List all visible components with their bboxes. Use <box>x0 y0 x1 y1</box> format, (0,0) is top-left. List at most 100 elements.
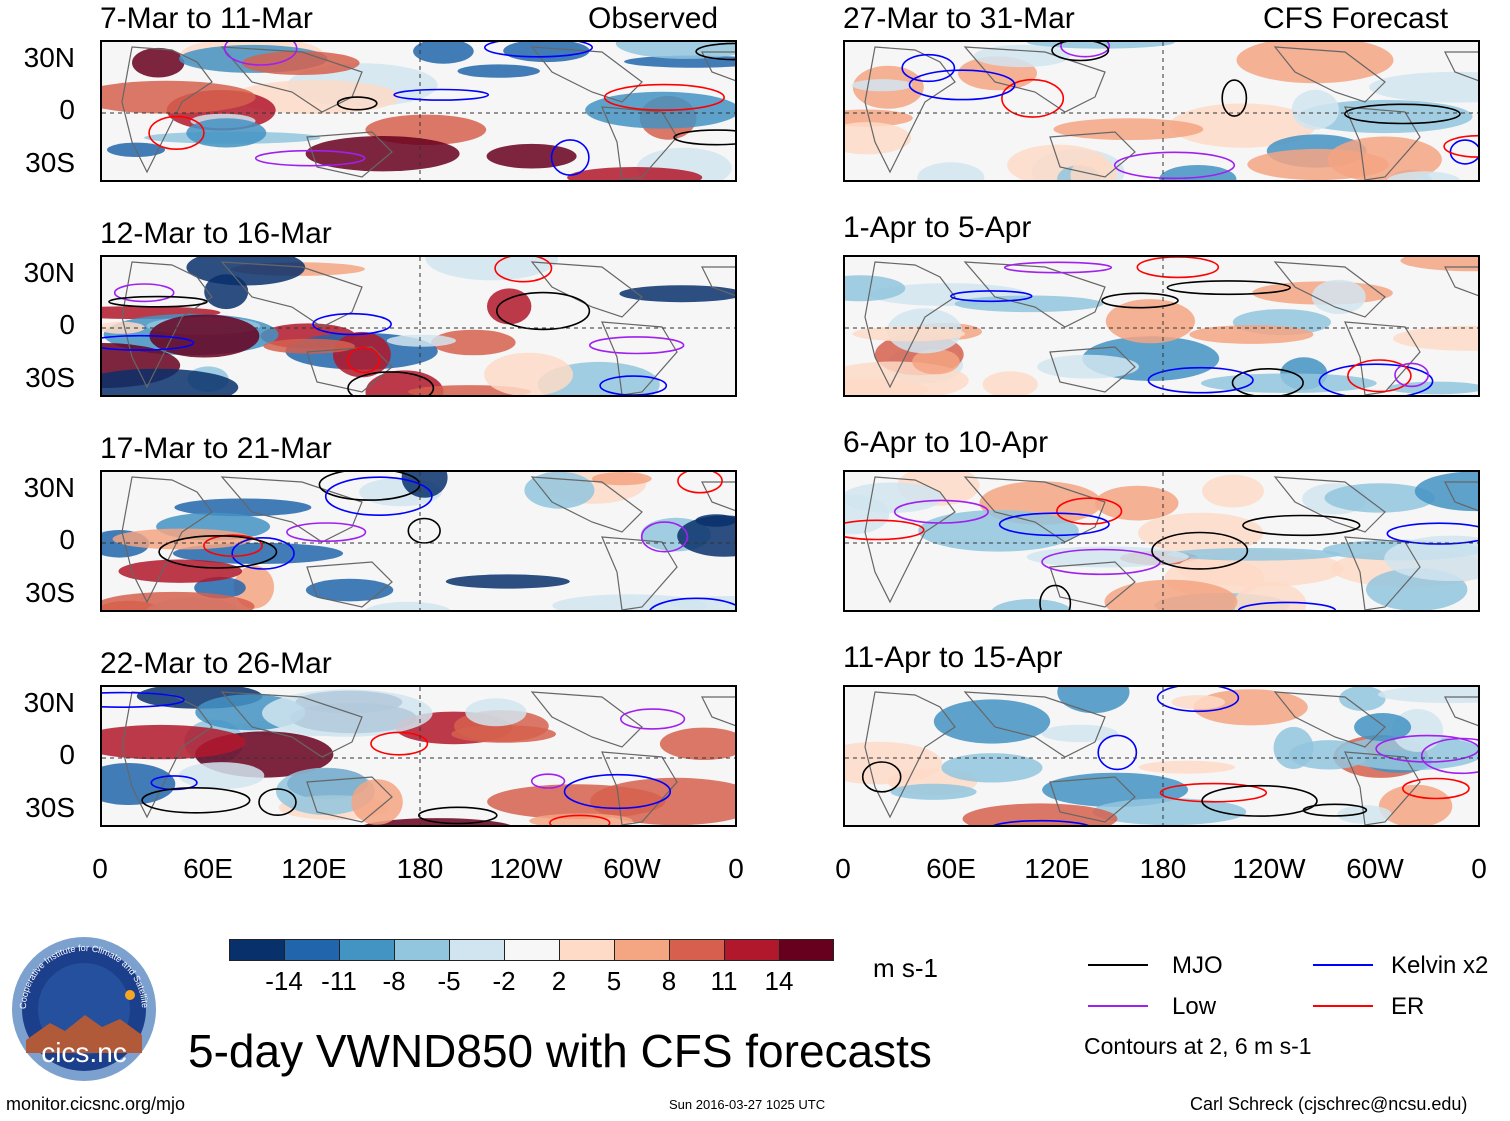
contour-line <box>1056 497 1123 525</box>
coastline <box>1444 481 1478 512</box>
lon-label: 60E <box>926 853 976 884</box>
colorbar-tick-label: -5 <box>437 966 461 996</box>
map-field <box>845 42 1478 180</box>
coastline <box>220 476 363 543</box>
anomaly-shading <box>149 314 260 358</box>
lon-label: 0 <box>1471 853 1487 884</box>
colorbar-tick-label: -11 <box>321 966 357 996</box>
contour-line <box>254 149 366 167</box>
contour-line <box>1420 737 1478 775</box>
contour-line <box>141 787 251 814</box>
contour-line <box>893 499 989 524</box>
colorbar-swatch <box>614 939 670 961</box>
anomaly-shading <box>118 559 243 583</box>
contour-line <box>148 115 205 151</box>
contour-line <box>102 691 185 708</box>
coastline <box>1444 266 1478 297</box>
colorbar-units: m s-1 <box>873 953 938 983</box>
contour-line <box>347 371 435 395</box>
lon-label: 60E <box>183 853 233 884</box>
contour-line <box>113 283 175 303</box>
lon-label: 180 <box>396 853 444 884</box>
contour-line <box>1041 548 1161 576</box>
contour-line <box>1375 734 1478 763</box>
contour-line <box>677 472 723 494</box>
legend-line-mjo <box>1088 964 1148 966</box>
contour-line <box>1386 522 1478 545</box>
anomaly-shading <box>845 378 929 395</box>
anomaly-shading <box>1167 548 1341 561</box>
coastline <box>963 691 1106 758</box>
anomaly-shading <box>845 482 943 513</box>
cics-logo: Cooperative Institute for Climate and Sa… <box>8 927 158 1083</box>
anomaly-shading <box>457 64 540 78</box>
anomaly-shading <box>1324 483 1435 513</box>
coastline <box>701 266 735 297</box>
map-panel-obs-3 <box>100 470 737 612</box>
coastline <box>1049 346 1136 393</box>
lat-label-30s: 30S <box>25 792 75 823</box>
anomaly-shading <box>1171 695 1225 710</box>
coastline <box>601 536 678 610</box>
coastline <box>601 321 678 395</box>
contour-line <box>484 42 593 58</box>
contour-line <box>1201 784 1318 817</box>
lon-label: 60W <box>1346 853 1404 884</box>
colorbar-swatch <box>504 939 560 961</box>
panel-7-date: 6-Apr to 10-Apr <box>843 426 1049 459</box>
contour-line <box>998 512 1110 537</box>
legend-label-mjo: MJO <box>1172 952 1223 979</box>
contour-line <box>908 69 1016 101</box>
map-panel-fcst-3 <box>843 470 1480 612</box>
anomaly-shading <box>1378 784 1453 825</box>
panel-3-date: 17-Mar to 21-Mar <box>100 432 332 465</box>
contour-line <box>1443 134 1478 158</box>
logo-text: cics.nc <box>41 1037 127 1068</box>
anomaly-shading <box>445 574 570 589</box>
contour-line <box>336 96 378 111</box>
contour-line <box>992 819 1090 825</box>
anomaly-shading <box>852 326 966 342</box>
coastline <box>701 481 735 512</box>
contour-line <box>102 334 195 351</box>
anomaly-shading <box>102 321 145 334</box>
anomaly-shading <box>1377 687 1478 704</box>
map-field <box>102 257 735 395</box>
footer-author: Carl Schreck (cjschrec@ncsu.edu) <box>1190 1094 1468 1114</box>
coastline <box>1344 751 1421 825</box>
map-panel-fcst-1 <box>843 40 1480 182</box>
contour-line <box>1318 363 1434 395</box>
contour-line <box>950 290 1033 303</box>
footer-url[interactable]: monitor.cicsnc.org/mjo <box>6 1094 186 1114</box>
anomaly-shading <box>413 42 474 64</box>
lat-label-30s: 30S <box>25 362 75 393</box>
coastline <box>701 51 735 82</box>
anomaly-shading <box>845 122 912 155</box>
contour-line <box>1101 292 1179 309</box>
contour-line <box>417 806 498 825</box>
colorbar-tick-label: -14 <box>265 966 303 996</box>
colorbar-swatch <box>559 939 615 961</box>
anomaly-shading <box>1339 687 1386 711</box>
colorbar-tick-label: 14 <box>764 966 794 996</box>
anomaly-shading <box>1392 325 1478 351</box>
anomaly-shading <box>1070 157 1117 180</box>
contour-line <box>108 295 208 308</box>
map-field <box>102 42 735 180</box>
coastline <box>1049 776 1136 823</box>
colorbar-swatch <box>284 939 340 961</box>
lat-label-30n: 30N <box>23 257 75 288</box>
contour-line <box>223 42 298 66</box>
legend-line-er <box>1313 1005 1373 1007</box>
contour-line <box>496 291 591 331</box>
colorbar-swatch <box>394 939 450 961</box>
anomaly-shading <box>991 599 1072 610</box>
anomaly-shading <box>1189 325 1314 344</box>
anomaly-shading <box>233 565 275 609</box>
anomaly-shading <box>194 576 246 599</box>
anomaly-shading <box>386 334 456 347</box>
contour-line <box>901 53 956 83</box>
anomaly-shading <box>102 724 246 760</box>
legend-label-low: Low <box>1172 993 1217 1020</box>
footer-timestamp: Sun 2016-03-27 1025 UTC <box>669 1097 826 1112</box>
